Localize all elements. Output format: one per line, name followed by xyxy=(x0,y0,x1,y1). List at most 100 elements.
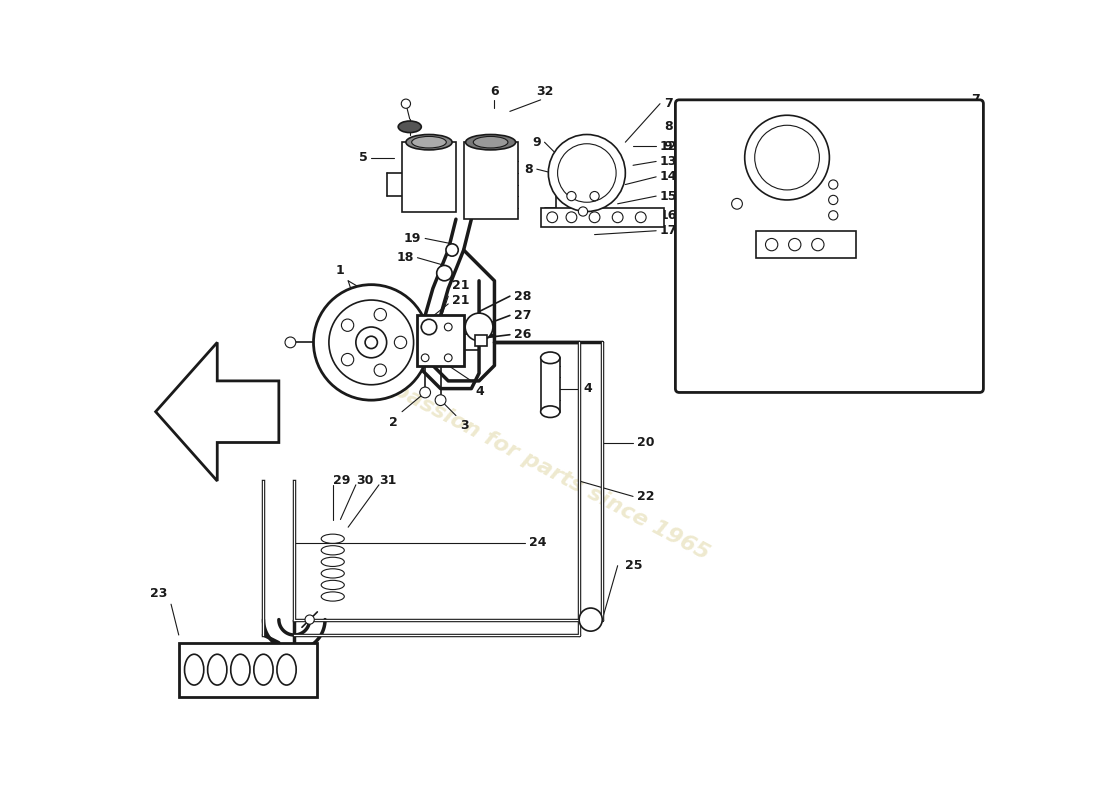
Text: 7: 7 xyxy=(971,101,979,114)
Text: SOLUZIONE SUPERATA: SOLUZIONE SUPERATA xyxy=(759,367,900,377)
Circle shape xyxy=(732,198,742,209)
Text: 3: 3 xyxy=(460,419,469,432)
Text: OLD SOLUTION: OLD SOLUTION xyxy=(783,377,876,387)
Circle shape xyxy=(745,115,829,200)
Bar xyxy=(464,142,517,219)
Text: 1: 1 xyxy=(336,264,344,277)
Ellipse shape xyxy=(321,534,344,543)
Text: 15: 15 xyxy=(962,201,979,214)
Text: 32: 32 xyxy=(536,85,553,98)
Circle shape xyxy=(828,210,838,220)
Circle shape xyxy=(329,300,414,385)
Text: 30: 30 xyxy=(355,474,373,487)
Text: 23: 23 xyxy=(150,587,167,600)
Text: 6: 6 xyxy=(491,85,498,98)
Text: 31: 31 xyxy=(378,474,396,487)
Text: 17: 17 xyxy=(962,259,979,272)
Circle shape xyxy=(590,212,600,222)
Circle shape xyxy=(446,244,459,256)
Circle shape xyxy=(579,608,602,631)
Bar xyxy=(402,142,455,211)
Circle shape xyxy=(613,212,623,222)
Text: 21: 21 xyxy=(452,279,470,292)
Text: 29: 29 xyxy=(332,474,350,487)
Ellipse shape xyxy=(185,654,204,685)
Ellipse shape xyxy=(473,137,508,148)
Text: 13: 13 xyxy=(660,155,678,168)
Text: 16: 16 xyxy=(751,347,769,361)
Text: 28: 28 xyxy=(514,290,531,302)
Text: 8: 8 xyxy=(663,120,672,134)
Ellipse shape xyxy=(321,558,344,566)
Circle shape xyxy=(341,354,354,366)
Text: 17: 17 xyxy=(660,224,678,238)
Bar xyxy=(541,208,663,227)
Text: 25: 25 xyxy=(625,559,642,572)
Circle shape xyxy=(444,354,452,362)
Circle shape xyxy=(590,191,600,201)
Circle shape xyxy=(356,327,387,358)
Circle shape xyxy=(421,323,429,331)
Ellipse shape xyxy=(208,654,227,685)
Text: 13: 13 xyxy=(962,162,979,176)
Text: 10: 10 xyxy=(962,240,979,253)
FancyBboxPatch shape xyxy=(675,100,983,393)
Circle shape xyxy=(579,207,587,216)
Text: 22: 22 xyxy=(637,490,654,503)
Ellipse shape xyxy=(254,654,273,685)
Circle shape xyxy=(444,323,452,331)
Circle shape xyxy=(636,212,646,222)
Ellipse shape xyxy=(411,137,447,148)
Circle shape xyxy=(394,336,407,349)
Circle shape xyxy=(305,615,315,624)
Bar xyxy=(178,642,318,697)
Text: 18: 18 xyxy=(396,251,414,264)
Text: 5: 5 xyxy=(359,151,367,164)
Ellipse shape xyxy=(465,134,516,150)
Text: 11: 11 xyxy=(962,124,979,137)
Text: 15: 15 xyxy=(660,190,678,202)
Text: 9: 9 xyxy=(695,151,703,164)
Ellipse shape xyxy=(231,654,250,685)
Circle shape xyxy=(789,238,801,250)
Polygon shape xyxy=(156,342,279,481)
Circle shape xyxy=(548,134,625,211)
Circle shape xyxy=(420,387,430,398)
Bar xyxy=(418,315,464,366)
Text: 21: 21 xyxy=(452,294,470,306)
Circle shape xyxy=(421,354,429,362)
Text: a passion for parts since 1965: a passion for parts since 1965 xyxy=(368,368,713,563)
Text: 16: 16 xyxy=(962,220,979,234)
Circle shape xyxy=(547,212,558,222)
Circle shape xyxy=(285,337,296,348)
Text: 4: 4 xyxy=(583,382,592,395)
Text: 19: 19 xyxy=(404,232,421,245)
Circle shape xyxy=(465,313,493,341)
Text: 8: 8 xyxy=(971,113,979,126)
Circle shape xyxy=(374,309,386,321)
Ellipse shape xyxy=(321,580,344,590)
Circle shape xyxy=(566,212,576,222)
Text: 8: 8 xyxy=(695,198,703,210)
Text: 8: 8 xyxy=(525,162,533,176)
Text: 7: 7 xyxy=(663,97,672,110)
Ellipse shape xyxy=(541,406,560,418)
Text: 27: 27 xyxy=(514,309,531,322)
Text: 7: 7 xyxy=(971,94,979,106)
Text: 16: 16 xyxy=(660,209,678,222)
Circle shape xyxy=(566,191,576,201)
Text: 24: 24 xyxy=(529,536,547,549)
Circle shape xyxy=(374,364,386,376)
Text: 17: 17 xyxy=(786,347,803,361)
Text: 2: 2 xyxy=(389,415,398,429)
Ellipse shape xyxy=(277,654,296,685)
Ellipse shape xyxy=(398,121,421,133)
Circle shape xyxy=(437,266,452,281)
Circle shape xyxy=(812,238,824,250)
Circle shape xyxy=(314,285,429,400)
Circle shape xyxy=(402,99,410,108)
Bar xyxy=(757,230,856,258)
Circle shape xyxy=(766,238,778,250)
Circle shape xyxy=(828,195,838,205)
Text: 14: 14 xyxy=(660,170,678,183)
